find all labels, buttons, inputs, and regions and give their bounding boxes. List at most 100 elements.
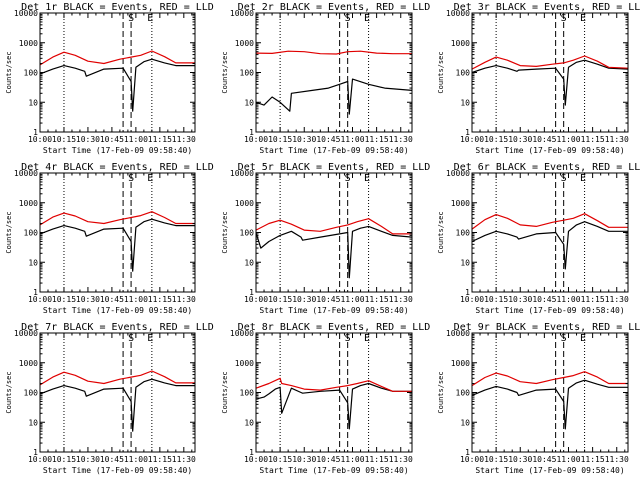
y-tick-label: 1000 (235, 359, 254, 368)
plot-frame (39, 172, 196, 293)
y-tick-label: 10 (244, 98, 254, 107)
x-tick-label: 10:00 (244, 455, 268, 464)
x-tick-label: 10:30 (508, 295, 532, 304)
x-tick-label: 11:00 (556, 295, 580, 304)
x-tick-label: 11:00 (124, 135, 148, 144)
y-axis-label: Counts/sec (221, 371, 229, 413)
x-axis-label: Start Time (17-Feb-09 09:58:40) (259, 466, 408, 475)
y-tick-label: 10 (28, 418, 38, 427)
y-tick-label: 1 (465, 128, 470, 137)
y-axis-label: Counts/sec (5, 211, 13, 253)
x-tick-label: 11:00 (340, 295, 364, 304)
y-tick-label: 1 (33, 448, 38, 457)
series-line-lld (39, 50, 195, 66)
x-tick-label: 10:00 (244, 295, 268, 304)
x-tick-label: 10:00 (28, 455, 52, 464)
marker-label-s: S (561, 13, 567, 24)
x-axis-label: Start Time (17-Feb-09 09:58:40) (43, 306, 192, 315)
x-tick-label: 11:15 (581, 135, 605, 144)
x-tick-label: 10:45 (316, 295, 340, 304)
x-axis-label: Start Time (17-Feb-09 09:58:40) (43, 146, 192, 155)
x-tick-label: 11:00 (556, 455, 580, 464)
y-tick-label: 100 (456, 229, 471, 238)
y-tick-label: 1 (33, 128, 38, 137)
x-tick-label: 11:30 (605, 295, 629, 304)
x-axis-label: Start Time (17-Feb-09 09:58:40) (43, 466, 192, 475)
x-tick-label: 10:00 (460, 455, 484, 464)
series-line-lld (471, 55, 629, 70)
marker-label-s: S (128, 333, 134, 344)
y-tick-label: 10 (460, 258, 470, 267)
x-tick-label: 10:30 (292, 135, 316, 144)
x-tick-label: 10:30 (76, 295, 100, 304)
x-tick-label: 11:00 (124, 295, 148, 304)
chart-title: Det 1r BLACK = Events, RED = LLD (21, 2, 214, 13)
x-tick-label: 10:45 (316, 135, 340, 144)
plot-frame (39, 332, 196, 453)
y-tick-label: 1000 (19, 359, 38, 368)
x-tick-label: 10:15 (52, 455, 76, 464)
y-tick-label: 10 (244, 258, 254, 267)
series-line-events (471, 221, 628, 270)
series-line-events (39, 218, 195, 272)
x-tick-label: 10:15 (484, 135, 508, 144)
marker-label-e: E (147, 173, 153, 184)
x-tick-label: 10:15 (52, 295, 76, 304)
y-tick-label: 10 (460, 98, 470, 107)
series-line-events (255, 382, 412, 430)
y-tick-label: 1000 (19, 39, 38, 48)
x-tick-label: 11:15 (148, 295, 172, 304)
y-axis-label: Counts/sec (221, 51, 229, 93)
x-axis-label: Start Time (17-Feb-09 09:58:40) (259, 146, 408, 155)
x-tick-label: 11:00 (340, 135, 364, 144)
plot-frame (255, 172, 413, 293)
chart-title: Det 4r BLACK = Events, RED = LLD (21, 162, 214, 173)
y-tick-label: 10000 (446, 329, 470, 338)
x-tick-label: 11:30 (389, 135, 413, 144)
plot-frame (39, 12, 196, 133)
x-tick-label: 10:30 (508, 135, 532, 144)
y-tick-label: 10 (244, 418, 254, 427)
x-axis-label: Start Time (17-Feb-09 09:58:40) (259, 306, 408, 315)
series-line-lld (255, 218, 412, 235)
x-tick-label: 11:00 (124, 455, 148, 464)
x-axis-label: Start Time (17-Feb-09 09:58:40) (475, 466, 624, 475)
series-line-lld (471, 371, 628, 387)
chart-title: Det 8r BLACK = Events, RED = LLD (238, 322, 431, 333)
y-tick-label: 10000 (14, 9, 38, 18)
y-tick-label: 100 (24, 229, 39, 238)
y-tick-label: 10000 (230, 169, 254, 178)
x-tick-label: 10:15 (52, 135, 76, 144)
series-line-events (255, 78, 413, 115)
y-tick-label: 1 (465, 448, 470, 457)
marker-label-s: S (561, 173, 567, 184)
x-axis-label: Start Time (17-Feb-09 09:58:40) (475, 306, 624, 315)
x-tick-label: 10:00 (460, 295, 484, 304)
marker-label-e: E (580, 13, 586, 24)
chart-title: Det 3r BLACK = Events, RED = LLD (454, 2, 640, 13)
y-tick-label: 10000 (14, 329, 38, 338)
chart-title: Det 2r BLACK = Events, RED = LLD (238, 2, 431, 13)
y-tick-label: 1000 (451, 199, 470, 208)
series-line-lld (39, 370, 195, 386)
y-tick-label: 1 (465, 288, 470, 297)
x-tick-label: 10:00 (460, 135, 484, 144)
marker-label-s: S (128, 13, 134, 24)
x-tick-label: 10:00 (28, 135, 52, 144)
y-tick-label: 100 (24, 69, 39, 78)
series-line-lld (255, 377, 412, 392)
marker-label-s: S (561, 333, 567, 344)
x-tick-label: 10:15 (484, 295, 508, 304)
marker-label-s: S (128, 173, 134, 184)
x-tick-label: 11:15 (148, 135, 172, 144)
chart-title: Det 9r BLACK = Events, RED = LLD (454, 322, 640, 333)
y-tick-label: 10 (28, 98, 38, 107)
x-tick-label: 11:30 (605, 455, 629, 464)
y-axis-label: Counts/sec (437, 51, 445, 93)
